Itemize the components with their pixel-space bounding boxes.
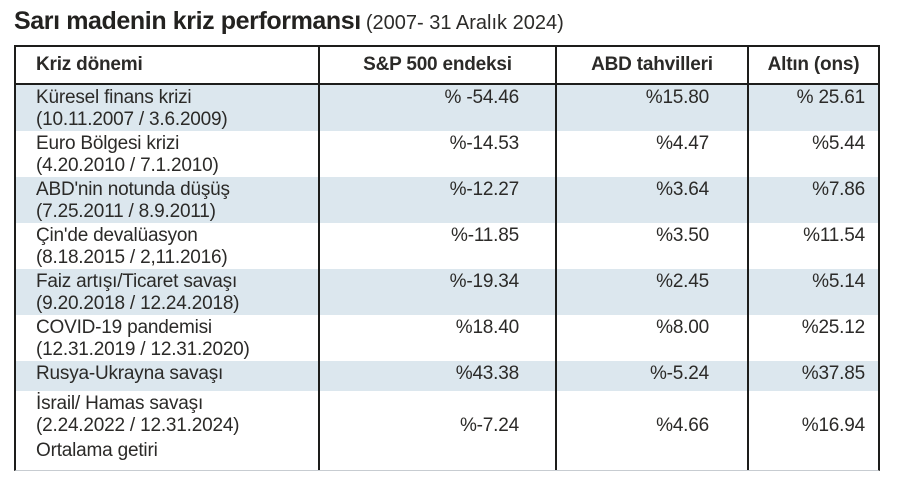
gold-value bbox=[747, 438, 878, 470]
table-header-row: Kriz dönemi S&P 500 endeksi ABD tahville… bbox=[16, 47, 878, 85]
crisis-dates: (12.31.2019 / 12.31.2020) bbox=[36, 339, 250, 360]
table-row: Rusya-Ukrayna savaşı %43.38 %-5.24 %37.85 bbox=[16, 361, 878, 391]
us-bonds-value: %4.66 bbox=[555, 391, 747, 438]
table-body: Küresel finans krizi (10.11.2007 / 3.6.20… bbox=[16, 85, 878, 470]
gold-value: %7.86 bbox=[747, 177, 878, 223]
crisis-label-cell: Rusya-Ukrayna savaşı bbox=[16, 361, 318, 391]
table-row: Euro Bölgesi krizi (4.20.2010 / 7.1.2010)… bbox=[16, 131, 878, 177]
table-row: Ortalama getiri bbox=[16, 438, 878, 470]
sp500-value: %-14.53 bbox=[318, 131, 555, 177]
header-crisis-period: Kriz dönemi bbox=[36, 54, 143, 75]
title-period: (2007- 31 Aralık 2024) bbox=[365, 12, 564, 34]
crisis-performance-table: Kriz dönemi S&P 500 endeksi ABD tahville… bbox=[14, 45, 880, 471]
crisis-name: Faiz artışı/Ticaret savaşı bbox=[36, 271, 238, 292]
crisis-label-cell: ABD'nin notunda düşüş (7.25.2011 / 8.9.20… bbox=[16, 177, 318, 223]
sp500-value: %43.38 bbox=[318, 361, 555, 391]
crisis-dates: (4.20.2010 / 7.1.2010) bbox=[36, 155, 219, 176]
crisis-name: Küresel finans krizi bbox=[36, 87, 192, 108]
sp500-value: %-7.24 bbox=[318, 391, 555, 438]
crisis-label-cell: Euro Bölgesi krizi (4.20.2010 / 7.1.2010) bbox=[16, 131, 318, 177]
us-bonds-value bbox=[555, 438, 747, 470]
sp500-value: %-11.85 bbox=[318, 223, 555, 269]
sp500-value: %-19.34 bbox=[318, 269, 555, 315]
table-row: Küresel finans krizi (10.11.2007 / 3.6.20… bbox=[16, 85, 878, 131]
crisis-name: Çin'de devalüasyon bbox=[36, 225, 198, 246]
page-title: Sarı madenin kriz performansı (2007- 31 A… bbox=[14, 7, 564, 36]
table-row: ABD'nin notunda düşüş (7.25.2011 / 8.9.20… bbox=[16, 177, 878, 223]
us-bonds-value: %3.64 bbox=[555, 177, 747, 223]
us-bonds-value: %-5.24 bbox=[555, 361, 747, 391]
crisis-name: İsrail/ Hamas savaşı bbox=[36, 393, 204, 414]
sp500-value bbox=[318, 438, 555, 470]
header-gold: Altın (ons) bbox=[747, 47, 878, 83]
us-bonds-value: %4.47 bbox=[555, 131, 747, 177]
crisis-label-cell: Faiz artışı/Ticaret savaşı (9.20.2018 / 1… bbox=[16, 269, 318, 315]
crisis-name: Euro Bölgesi krizi bbox=[36, 133, 180, 154]
us-bonds-value: %3.50 bbox=[555, 223, 747, 269]
crisis-name: Rusya-Ukrayna savaşı bbox=[36, 363, 224, 384]
sp500-value: %-12.27 bbox=[318, 177, 555, 223]
gold-value: %25.12 bbox=[747, 315, 878, 361]
crisis-dates: (9.20.2018 / 12.24.2018) bbox=[36, 293, 240, 314]
crisis-label-cell: Çin'de devalüasyon (8.18.2015 / 2,11.2016… bbox=[16, 223, 318, 269]
crisis-label-cell: COVID-19 pandemisi (12.31.2019 / 12.31.20… bbox=[16, 315, 318, 361]
crisis-name: Ortalama getiri bbox=[36, 440, 158, 461]
header-sp500: S&P 500 endeksi bbox=[318, 47, 555, 83]
table-row: İsrail/ Hamas savaşı (2.24.2022 / 12.31.2… bbox=[16, 391, 878, 438]
table-row: Faiz artışı/Ticaret savaşı (9.20.2018 / 1… bbox=[16, 269, 878, 315]
crisis-label-cell: Ortalama getiri bbox=[16, 438, 318, 470]
gold-value: %5.14 bbox=[747, 269, 878, 315]
table-row: COVID-19 pandemisi (12.31.2019 / 12.31.20… bbox=[16, 315, 878, 361]
crisis-dates: (10.11.2007 / 3.6.2009) bbox=[36, 109, 228, 130]
crisis-dates: (2.24.2022 / 12.31.2024) bbox=[36, 415, 240, 436]
sp500-value: % -54.46 bbox=[318, 85, 555, 131]
crisis-label-cell: Küresel finans krizi (10.11.2007 / 3.6.20… bbox=[16, 85, 318, 131]
crisis-name: ABD'nin notunda düşüş bbox=[36, 179, 230, 200]
title-main: Sarı madenin kriz performansı bbox=[14, 7, 361, 35]
header-us-bonds: ABD tahvilleri bbox=[555, 47, 747, 83]
gold-value: %37.85 bbox=[747, 361, 878, 391]
us-bonds-value: %2.45 bbox=[555, 269, 747, 315]
crisis-name: COVID-19 pandemisi bbox=[36, 317, 212, 338]
us-bonds-value: %8.00 bbox=[555, 315, 747, 361]
crisis-dates: (8.18.2015 / 2,11.2016) bbox=[36, 247, 228, 268]
gold-value: % 25.61 bbox=[747, 85, 878, 131]
crisis-dates: (7.25.2011 / 8.9.2011) bbox=[36, 201, 216, 222]
sp500-value: %18.40 bbox=[318, 315, 555, 361]
gold-value: %5.44 bbox=[747, 131, 878, 177]
crisis-label-cell: İsrail/ Hamas savaşı (2.24.2022 / 12.31.2… bbox=[16, 391, 318, 438]
gold-value: %16.94 bbox=[747, 391, 878, 438]
us-bonds-value: %15.80 bbox=[555, 85, 747, 131]
table-row: Çin'de devalüasyon (8.18.2015 / 2,11.2016… bbox=[16, 223, 878, 269]
gold-value: %11.54 bbox=[747, 223, 878, 269]
